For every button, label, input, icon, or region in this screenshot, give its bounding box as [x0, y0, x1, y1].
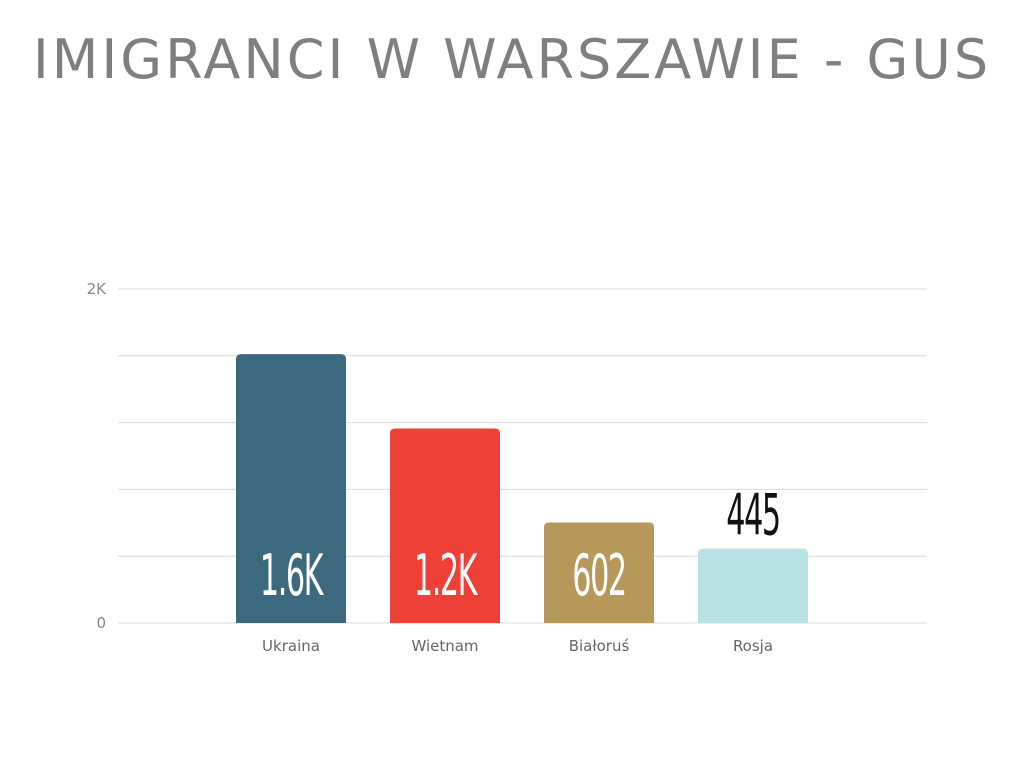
bar-wietnam [390, 428, 500, 623]
data-label: 1.6K [260, 543, 324, 609]
x-axis-categories: Ukraina Wietnam Białoruś Rosja [262, 637, 773, 655]
category-label: Białoruś [569, 637, 630, 655]
data-label: 1.2K [414, 543, 478, 609]
y-tick-label: 0 [96, 614, 106, 632]
category-label: Rosja [733, 637, 773, 655]
category-label: Wietnam [411, 637, 478, 655]
bar-białoruś [544, 522, 654, 623]
data-label: 602 [572, 543, 625, 609]
bar-rosja [698, 548, 808, 623]
y-tick-label: 2K [87, 280, 108, 298]
data-labels: 1.6K 1.2K 602 445 [260, 482, 781, 609]
category-label: Ukraina [262, 637, 320, 655]
y-axis-ticks: 0 2K [87, 280, 108, 632]
bars [236, 354, 808, 623]
bar-ukraina [236, 354, 346, 623]
page-title: IMIGRANCI W WARSZAWIE - GUS [32, 28, 992, 91]
data-label: 445 [726, 482, 779, 548]
